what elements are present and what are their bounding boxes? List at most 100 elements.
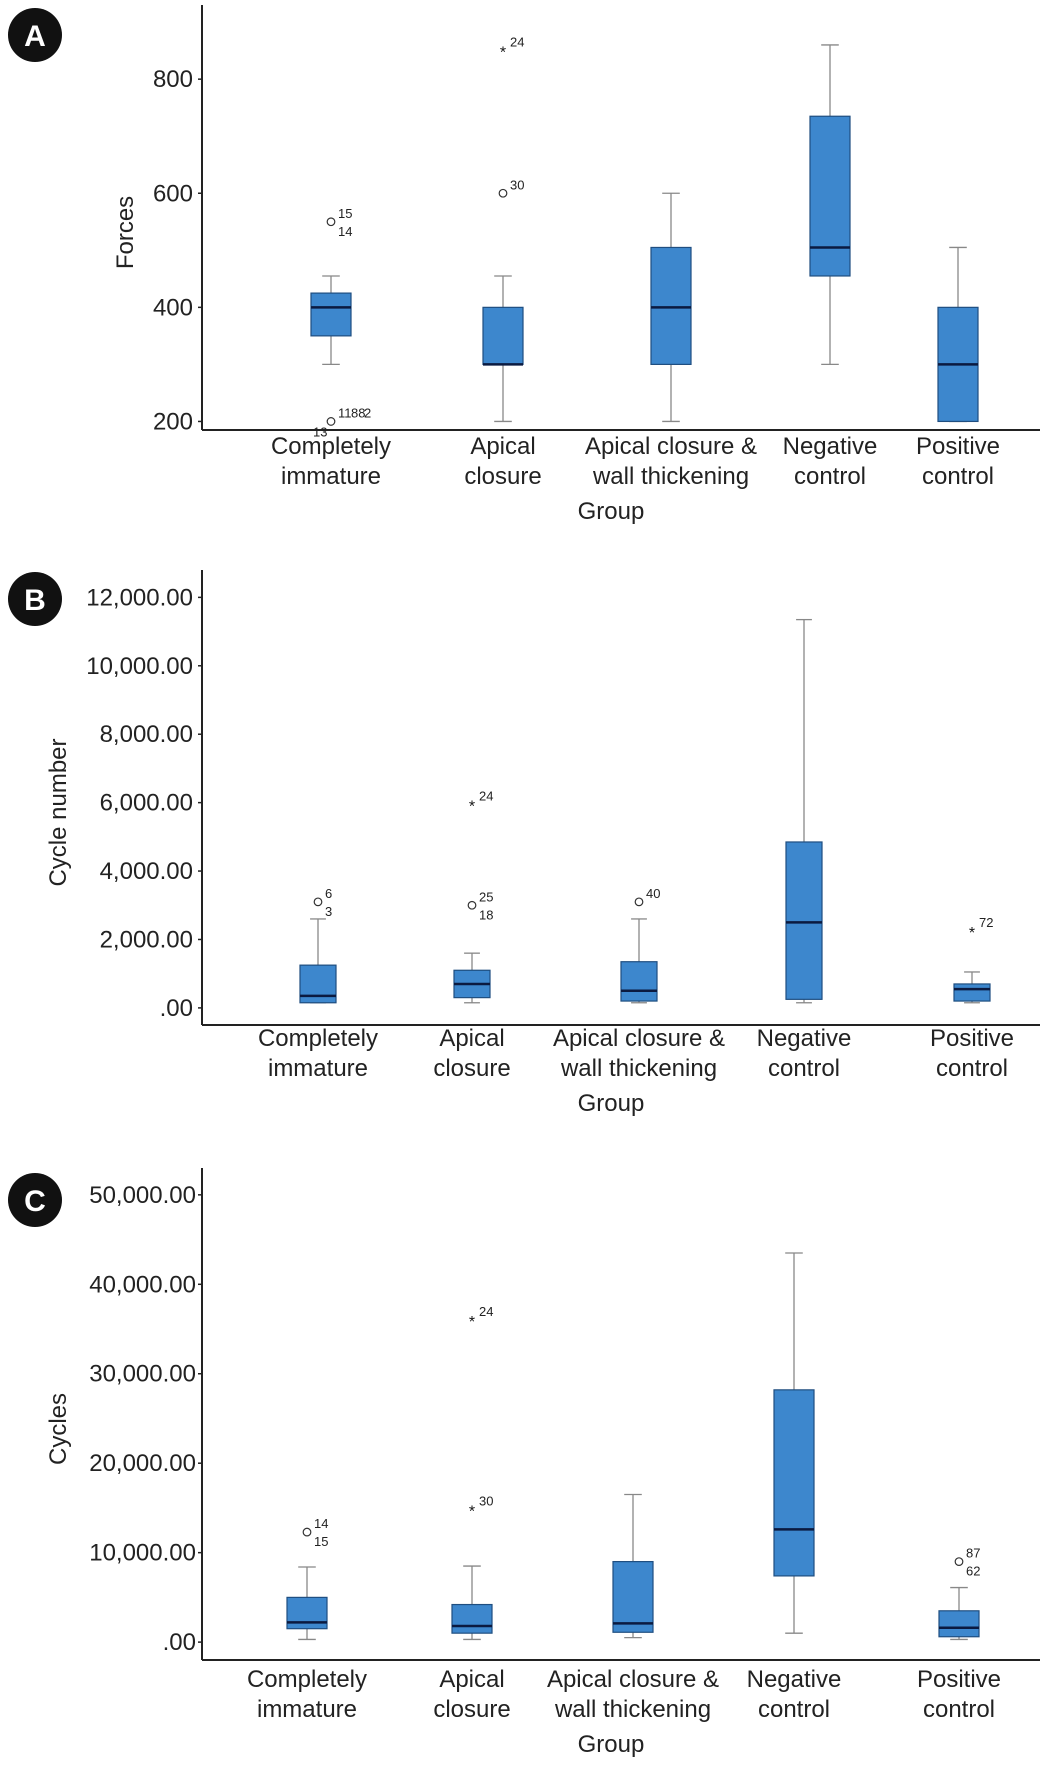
outlier-label: 87 [966, 1546, 980, 1561]
outlier-label: 18 [479, 907, 493, 922]
box-group-3 [612, 1493, 654, 1639]
outlier-label: 30 [510, 177, 524, 192]
y-tick-label: .00 [163, 1629, 196, 1656]
panel-badge-b: B [8, 572, 62, 626]
outlier-label: 40 [646, 886, 660, 901]
outlier-label: 24 [479, 788, 493, 803]
y-tick-label: 4,000.00 [100, 858, 193, 885]
box-group-2 [482, 275, 524, 423]
panel-c: C .00 10,000.00 20,000.00 30,000.00 40,000.00… [8, 1168, 1040, 1758]
box-group-1 [286, 1566, 328, 1641]
box-group-3 [620, 918, 658, 1004]
box-iqr [612, 1560, 654, 1633]
x-category-label: closure [433, 1055, 510, 1082]
y-tick-label: 20,000.00 [89, 1450, 196, 1477]
x-category-label: immature [268, 1055, 368, 1082]
outlier-circle [313, 897, 323, 907]
y-tick-label: 12,000.00 [86, 584, 193, 611]
box-group-4 [809, 44, 851, 366]
outlier-circle [467, 900, 477, 910]
panel-badge-circle [8, 572, 62, 626]
outlier-2: 11 882 13 [313, 405, 371, 439]
panel-a: A 200 400 600 800 Forces Completely immature Api… [8, 5, 1040, 525]
x-category-label: wall thickening [554, 1696, 711, 1723]
x-category-label: Positive [930, 1025, 1014, 1052]
x-category-label: Negative [747, 1666, 842, 1693]
box-group-1 [310, 275, 352, 366]
x-category-label: Positive [917, 1666, 1001, 1693]
box-group-2 [453, 952, 491, 1004]
outlier-star: * [469, 1504, 475, 1521]
box-iqr [938, 1610, 980, 1638]
x-category-label: control [768, 1055, 840, 1082]
box-iqr [451, 1603, 493, 1634]
panel-badge-a: A [8, 8, 62, 62]
outlier-label: 30 [479, 1494, 493, 1509]
outlier-label: 25 [479, 889, 493, 904]
x-category-label: closure [433, 1696, 510, 1723]
x-category-label: Apical [470, 433, 535, 460]
panel-letter: A [24, 20, 46, 53]
box-iqr [773, 1389, 815, 1577]
x-category-label: Apical [439, 1666, 504, 1693]
y-tick-label: 800 [153, 66, 193, 93]
box-group-5 [937, 246, 979, 423]
y-tick-label: 6,000.00 [100, 790, 193, 817]
x-category-label: control [923, 1696, 995, 1723]
box-iqr [286, 1596, 328, 1630]
outlier-label: 6 [325, 886, 332, 901]
outlier-3: * 30 [469, 1494, 494, 1521]
outlier-star: * [469, 1314, 475, 1331]
x-category-label: Negative [783, 433, 878, 460]
panel-badge-circle [8, 1173, 62, 1227]
panel-b: B .00 2,000.00 4,000.00 6,000.00 8,000.00 10,0… [8, 570, 1040, 1117]
x-category-label: closure [464, 463, 541, 490]
box-iqr [310, 292, 352, 337]
outlier-circle [954, 1557, 964, 1566]
outlier-2: * 24 [469, 1304, 494, 1331]
y-axis-title: Cycles [45, 1393, 72, 1465]
outlier-label: 15 [338, 206, 352, 221]
outlier-label: 14 [314, 1516, 328, 1531]
x-axis-title: Group [578, 498, 645, 525]
x-category-label: immature [257, 1696, 357, 1723]
box-iqr [953, 983, 991, 1002]
box-group-3 [650, 192, 692, 423]
outlier-label: 15 [314, 1534, 328, 1549]
box-group-4 [785, 618, 823, 1004]
x-category-label: Negative [757, 1025, 852, 1052]
y-tick-label: .00 [160, 995, 193, 1022]
y-tick-label: 50,000.00 [89, 1182, 196, 1209]
x-category-label: Apical closure & [547, 1666, 719, 1693]
y-tick-label: 600 [153, 180, 193, 207]
outlier-circle [302, 1527, 312, 1537]
y-tick-label: 10,000.00 [86, 653, 193, 680]
outlier-4: 30 [498, 177, 524, 198]
x-category-label: Apical closure & [553, 1025, 725, 1052]
x-category-label: Apical [439, 1025, 504, 1052]
outlier-5: * 72 [969, 915, 994, 942]
box-group-1 [299, 918, 337, 1004]
box-iqr [620, 961, 658, 1002]
outlier-label: 24 [510, 35, 524, 50]
x-category-label: control [922, 463, 994, 490]
y-tick-label: 40,000.00 [89, 1271, 196, 1298]
x-category-label: Completely [271, 433, 391, 460]
outlier-label: 13 [313, 424, 327, 439]
box-group-4 [773, 1252, 815, 1634]
y-axis-title: Forces [112, 196, 139, 269]
outlier-1: 63 [313, 886, 332, 919]
x-axis-title: Group [578, 1731, 645, 1758]
outlier-star: * [969, 925, 975, 942]
outlier-label: 2 [364, 405, 371, 420]
x-category-label: immature [281, 463, 381, 490]
y-tick-label: 400 [153, 294, 193, 321]
box-iqr [650, 246, 692, 365]
y-tick-label: 8,000.00 [100, 721, 193, 748]
x-category-label: control [936, 1055, 1008, 1082]
x-category-label: Completely [258, 1025, 378, 1052]
outlier-label: 3 [325, 904, 332, 919]
outlier-4: 40 [634, 886, 660, 907]
